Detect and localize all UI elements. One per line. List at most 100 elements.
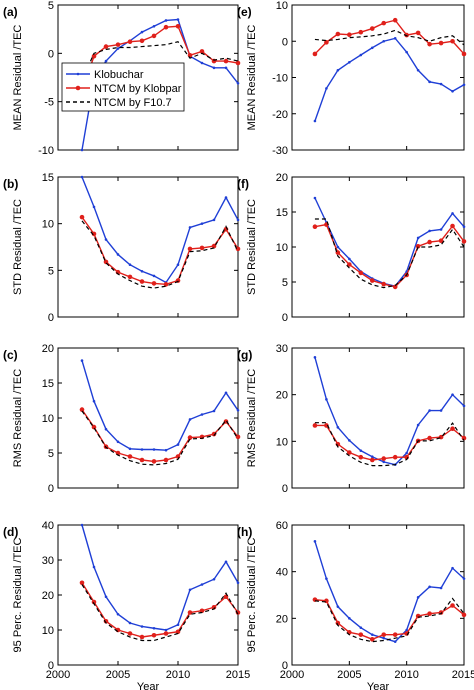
data-point-klobuchar <box>336 245 340 249</box>
panel-c: 0 5 10 15 20 (c) RMS Residual /TEC <box>3 343 241 495</box>
data-point-klobuchar <box>462 577 466 580</box>
data-point-klobuchar <box>439 586 443 590</box>
y-axis-label: MEAN Residual /TEC <box>246 25 258 131</box>
data-point-klobuchar <box>92 205 96 209</box>
plot-frame <box>291 176 465 318</box>
data-point-klobuchar <box>152 274 156 278</box>
data-point-klobuchar <box>428 229 431 233</box>
series-line-klobuchar <box>81 18 239 151</box>
data-point-ntcm-by-klobpar <box>151 281 157 286</box>
data-point-klobuchar <box>128 621 132 625</box>
panel-label: (b) <box>3 177 18 191</box>
data-point-klobuchar <box>382 460 386 464</box>
data-point-ntcm-by-klobpar <box>450 38 455 44</box>
series-line-ntcm-by-f10-7 <box>81 584 239 642</box>
data-point-ntcm-by-klobpar <box>461 239 467 244</box>
data-point-ntcm-by-klobpar <box>381 456 387 461</box>
data-point-klobuchar <box>370 455 374 459</box>
y-tick-label: 0 <box>282 483 288 495</box>
data-point-ntcm-by-klobpar <box>199 608 205 614</box>
data-point-klobuchar <box>188 418 192 421</box>
data-point-klobuchar <box>140 269 144 273</box>
data-point-klobuchar <box>152 626 156 630</box>
data-point-ntcm-by-klobpar <box>450 223 455 229</box>
data-point-klobuchar <box>313 119 317 123</box>
data-point-klobuchar <box>325 577 328 580</box>
series-line-ntcm-by-f10-7 <box>314 597 465 643</box>
data-point-ntcm-by-klobpar <box>235 246 241 252</box>
data-point-klobuchar <box>313 356 317 359</box>
data-point-klobuchar <box>451 566 454 570</box>
plot-frame <box>57 524 239 666</box>
data-point-ntcm-by-klobpar <box>115 42 121 47</box>
data-point-ntcm-by-klobpar <box>324 423 329 428</box>
y-tick-label: -5 <box>44 97 54 109</box>
y-tick-label: 40 <box>42 520 54 532</box>
data-point-ntcm-by-klobpar <box>369 457 375 463</box>
plot-frame <box>291 524 465 666</box>
data-point-klobuchar <box>370 46 374 50</box>
data-point-klobuchar <box>116 47 120 50</box>
data-point-ntcm-by-klobpar <box>392 17 398 23</box>
data-point-klobuchar <box>80 148 84 152</box>
data-point-ntcm-by-klobpar <box>392 632 398 637</box>
data-point-ntcm-by-klobpar <box>79 407 85 412</box>
series-line-ntcm-by-f10-7 <box>81 41 239 81</box>
data-point-ntcm-by-klobpar <box>187 435 193 440</box>
y-tick-label: 20 <box>276 390 288 402</box>
data-point-klobuchar <box>140 625 144 628</box>
panel-label: (c) <box>3 348 18 362</box>
data-point-klobuchar <box>336 68 340 72</box>
data-point-klobuchar <box>92 565 96 569</box>
panel-a: -10 -5 0 5 (a) MEAN Residual /TEC Klobuchar NTC… <box>3 0 241 157</box>
data-point-klobuchar <box>224 196 228 199</box>
y-tick-label: 30 <box>42 555 54 567</box>
data-point-klobuchar <box>152 448 156 451</box>
data-point-klobuchar <box>348 60 351 64</box>
panel-label: (d) <box>3 525 18 539</box>
data-point-ntcm-by-klobpar <box>392 454 398 460</box>
data-point-ntcm-by-klobpar <box>415 30 421 36</box>
y-axis-label: STD Residual /TEC <box>12 199 24 295</box>
data-point-ntcm-by-klobpar <box>127 39 133 45</box>
data-point-ntcm-by-klobpar <box>127 631 133 636</box>
data-point-klobuchar <box>462 225 466 228</box>
series-line-klobuchar <box>314 37 465 122</box>
data-point-ntcm-by-klobpar <box>79 580 85 586</box>
plot-frame <box>291 347 465 489</box>
data-point-ntcm-by-klobpar <box>187 610 193 615</box>
data-point-ntcm-by-klobpar <box>163 282 169 287</box>
y-tick-label: 5 <box>48 448 54 460</box>
y-tick-label: 0 <box>48 660 54 672</box>
y-axis-label: MEAN Residual /TEC <box>12 25 24 131</box>
panel-f: 0 5 10 15 20 (f) STD Residual /TEC <box>237 172 467 324</box>
data-point-klobuchar <box>348 439 351 442</box>
data-point-ntcm-by-klobpar <box>211 243 217 249</box>
data-point-klobuchar <box>313 196 317 200</box>
y-axis-label: STD Residual /TEC <box>246 199 258 295</box>
data-point-ntcm-by-klobpar <box>103 259 109 265</box>
data-point-ntcm-by-klobpar <box>369 637 375 642</box>
data-point-klobuchar <box>236 581 240 585</box>
data-point-klobuchar <box>325 87 328 90</box>
series-line-ntcm-by-f10-7 <box>314 422 465 467</box>
x-tick-label: 2015 <box>452 669 474 681</box>
legend-label-ntcm-by-klobpar: NTCM by Klobpar <box>94 83 182 95</box>
data-point-klobuchar <box>359 626 363 629</box>
y-tick-label: 10 <box>276 0 288 12</box>
data-point-klobuchar <box>462 83 466 87</box>
y-tick-label: 5 <box>48 265 54 277</box>
panel-label: (a) <box>3 5 18 19</box>
y-tick-label: 10 <box>276 242 288 254</box>
data-point-ntcm-by-klobpar <box>139 634 145 640</box>
data-point-ntcm-by-klobpar <box>312 51 318 57</box>
data-point-klobuchar <box>128 447 132 451</box>
data-point-ntcm-by-klobpar <box>427 611 432 616</box>
data-point-ntcm-by-klobpar <box>369 278 375 283</box>
panel-g: 0 10 20 30 (g) RMS Residual /TEC <box>237 343 467 495</box>
data-point-klobuchar <box>416 596 420 599</box>
data-point-klobuchar <box>359 53 363 57</box>
data-point-ntcm-by-klobpar <box>415 613 421 619</box>
data-point-ntcm-by-klobpar <box>139 457 145 463</box>
data-point-ntcm-by-klobpar <box>211 431 217 437</box>
